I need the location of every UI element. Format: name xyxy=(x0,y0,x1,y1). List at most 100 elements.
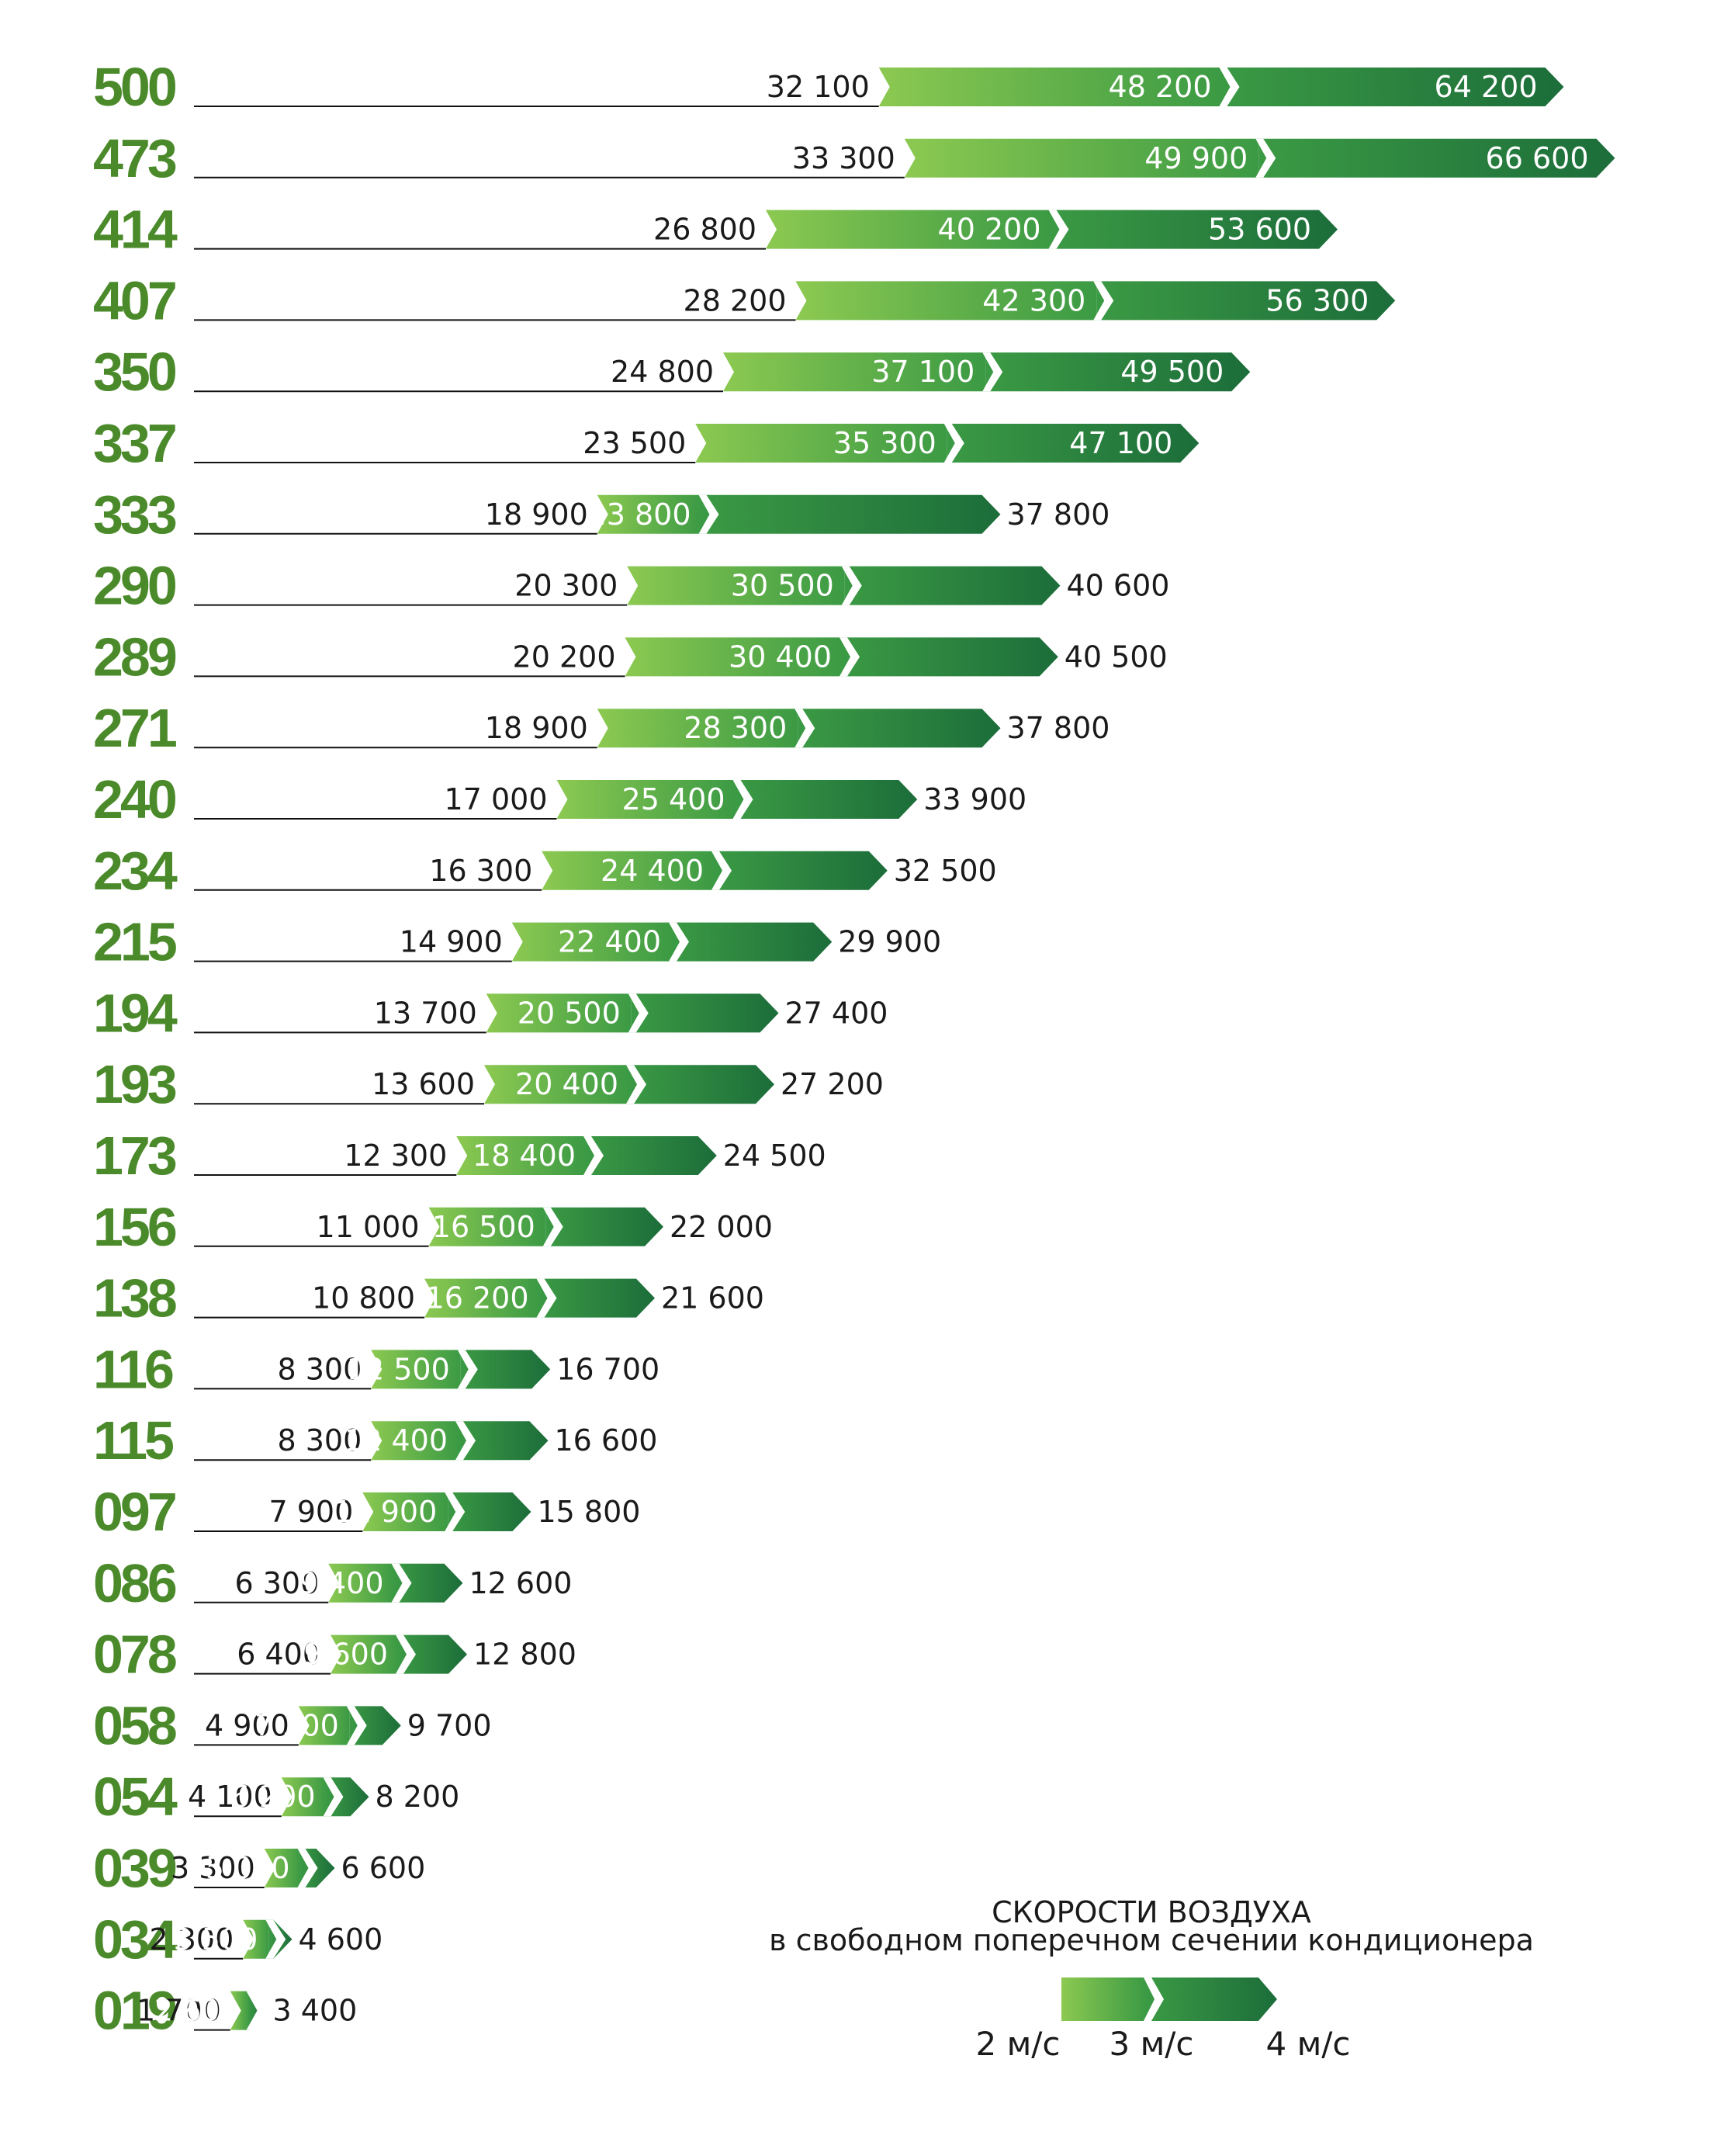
bar-segment-2-3 xyxy=(331,1634,399,1674)
value-label-4ms: 16 600 xyxy=(555,1423,658,1458)
model-label: 240 xyxy=(93,769,176,830)
value-label-4ms: 24 500 xyxy=(723,1139,826,1173)
value-label-4ms: 27 200 xyxy=(781,1067,884,1101)
chevron-icon xyxy=(536,1278,557,1318)
value-label-2ms: 17 000 xyxy=(445,782,548,816)
chart-row: 289 20 200 30 400 40 500 xyxy=(93,626,1168,687)
value-label-4ms: 66 600 xyxy=(1486,141,1589,175)
chevron-icon xyxy=(396,1634,416,1674)
model-label: 138 xyxy=(93,1268,176,1329)
bar-segment-2-3 xyxy=(281,1777,327,1817)
chart-row: 407 28 200 42 300 56 300 xyxy=(93,270,1396,331)
value-label-4ms: 37 800 xyxy=(1007,711,1110,745)
chart-row: 271 18 900 28 300 37 800 xyxy=(93,698,1110,758)
bar-segment-3-4 xyxy=(844,566,1061,605)
value-label-2ms: 1 700 xyxy=(137,1994,221,2028)
value-label-3ms: 42 300 xyxy=(982,283,1085,317)
legend-speed-3: 3 м/с xyxy=(1110,2025,1194,2063)
chart-row: 234 16 300 24 400 32 500 xyxy=(93,841,997,901)
bar-segment-2-3 xyxy=(328,1563,395,1603)
value-label-2ms: 4 100 xyxy=(188,1780,272,1814)
chevron-icon xyxy=(982,352,1003,392)
model-label: 097 xyxy=(93,1482,175,1542)
value-label-3ms: 12 400 xyxy=(344,1423,448,1458)
bar-segment-2-3 xyxy=(625,637,843,677)
value-label-3ms: 23 800 xyxy=(588,497,691,532)
bar-segment-3-4 xyxy=(985,352,1251,392)
chevron-icon xyxy=(1093,281,1114,321)
value-label-2ms: 18 900 xyxy=(485,711,588,745)
value-label-2ms: 26 800 xyxy=(653,213,756,247)
legend-chevron-icon xyxy=(1144,1977,1164,2021)
bar-segment-3-4 xyxy=(399,1634,467,1674)
bar-segment-2-3 xyxy=(795,281,1097,321)
value-label-4ms: 15 800 xyxy=(538,1495,641,1529)
bar-segment-2-3 xyxy=(428,1207,546,1246)
bar-segment-3-4 xyxy=(715,851,888,890)
value-label-3ms: 3 500 xyxy=(173,1922,258,1957)
value-label-3ms: 2 600 xyxy=(154,1994,239,2028)
value-label-2ms: 23 500 xyxy=(583,426,686,460)
value-label-2ms: 8 300 xyxy=(277,1352,362,1386)
value-label-4ms: 56 300 xyxy=(1265,283,1369,317)
chevron-icon xyxy=(323,1777,344,1817)
chevron-icon xyxy=(246,1991,267,2030)
value-label-2ms: 13 600 xyxy=(372,1067,475,1101)
value-label-3ms: 40 200 xyxy=(938,213,1041,247)
bar-segment-2-3 xyxy=(264,1849,301,1887)
model-label: 054 xyxy=(93,1766,178,1827)
value-label-3ms: 6 200 xyxy=(231,1780,316,1814)
bar-segment-3-4 xyxy=(545,1207,663,1246)
chevron-icon xyxy=(391,1563,412,1603)
bar-segment-2-3 xyxy=(243,1919,269,1959)
value-label-2ms: 6 300 xyxy=(234,1566,319,1600)
bar-segment-2-3 xyxy=(362,1492,448,1531)
value-label-2ms: 18 900 xyxy=(485,497,588,532)
value-label-2ms: 12 300 xyxy=(344,1139,447,1173)
value-label-3ms: 9 600 xyxy=(303,1638,388,1672)
value-label-4ms: 29 900 xyxy=(838,925,941,959)
bar-segment-3-4 xyxy=(1051,210,1338,249)
chart-row: 350 24 800 37 100 49 500 xyxy=(93,341,1251,402)
bar-segment-2-3 xyxy=(456,1136,587,1175)
value-label-3ms: 22 400 xyxy=(558,925,661,959)
chart-row: 473 33 300 49 900 66 600 xyxy=(93,128,1615,189)
value-label-3ms: 35 300 xyxy=(833,426,936,460)
legend-speed-2: 2 м/с xyxy=(976,2025,1061,2063)
bar-segment-2-3 xyxy=(486,993,632,1033)
bar-segment-2-3 xyxy=(597,709,798,748)
bar-segment-3-4 xyxy=(629,1065,774,1104)
value-label-2ms: 20 200 xyxy=(513,640,616,674)
model-label: 086 xyxy=(93,1553,176,1614)
value-label-2ms: 20 300 xyxy=(514,569,618,603)
bar-segment-2-3 xyxy=(627,566,845,605)
model-label: 289 xyxy=(93,626,176,687)
bar-segment-2-3 xyxy=(371,1350,461,1389)
value-label-4ms: 12 800 xyxy=(473,1638,576,1672)
bar-segment-3-4 xyxy=(701,494,1001,534)
value-label-2ms: 3 300 xyxy=(171,1851,255,1885)
legend-bar-segment-2 xyxy=(1147,1977,1277,2021)
chevron-icon xyxy=(839,637,860,677)
chart-row: 138 10 800 16 200 21 600 xyxy=(93,1268,764,1329)
bar-segment-3-4 xyxy=(459,1421,549,1461)
value-label-2ms: 6 400 xyxy=(237,1638,321,1672)
value-label-3ms: 30 500 xyxy=(731,569,834,603)
legend-speed-4: 4 м/с xyxy=(1266,2025,1351,2063)
value-label-3ms: 25 400 xyxy=(622,782,725,816)
model-label: 414 xyxy=(93,199,178,260)
model-label: 173 xyxy=(93,1125,176,1186)
value-label-4ms: 6 600 xyxy=(341,1851,426,1885)
bar-segment-3-4 xyxy=(1258,138,1615,178)
value-label-2ms: 28 200 xyxy=(684,283,787,317)
value-label-3ms: 20 400 xyxy=(515,1067,618,1101)
model-label: 156 xyxy=(93,1197,176,1257)
legend-subtitle: в свободном поперечном сечении кондицион… xyxy=(769,1923,1534,1957)
value-label-4ms: 22 000 xyxy=(670,1210,773,1244)
model-label: 215 xyxy=(93,912,176,972)
chevron-icon xyxy=(346,1706,367,1745)
bar-segment-3-4 xyxy=(672,922,833,962)
